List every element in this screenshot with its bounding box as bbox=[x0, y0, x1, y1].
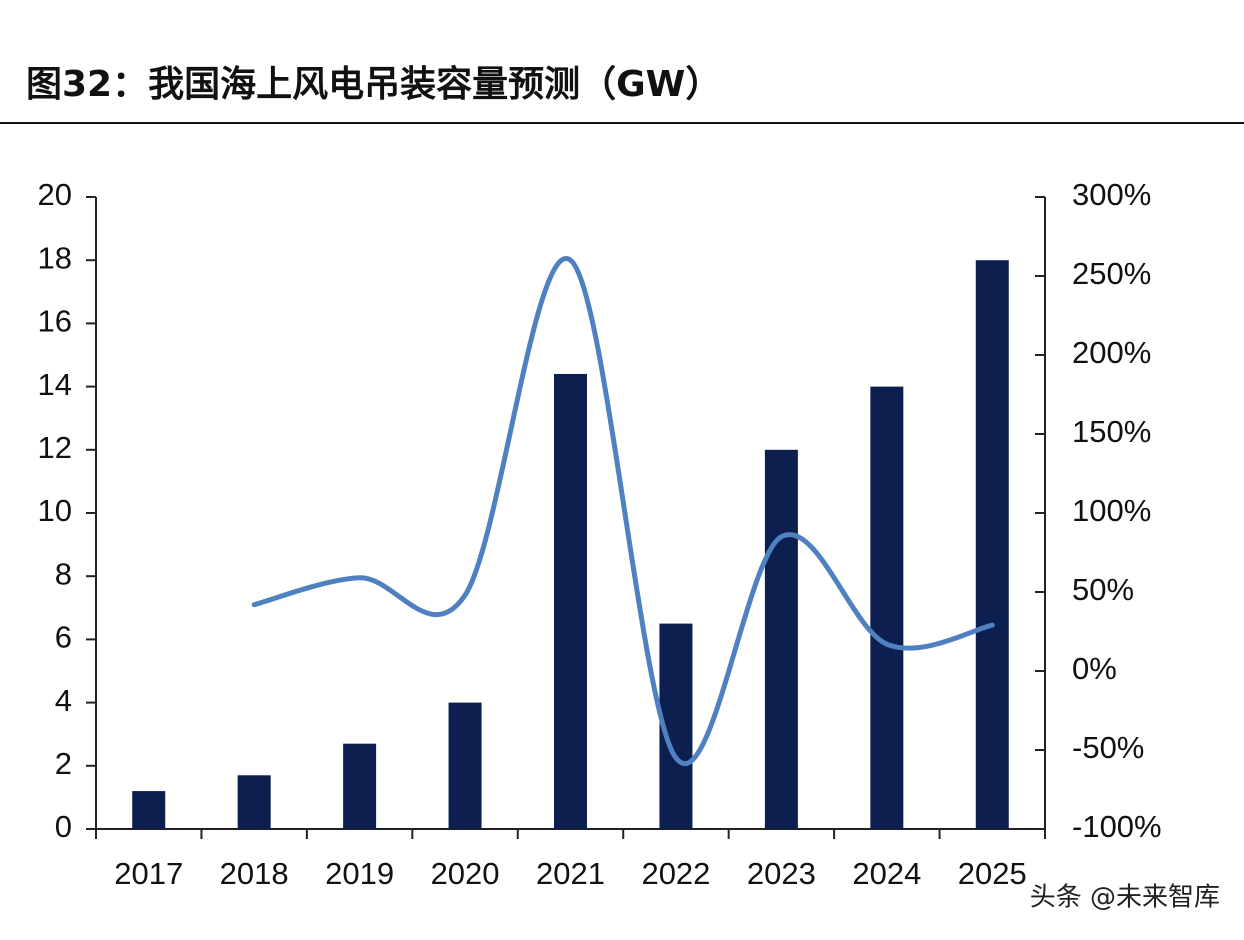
y-tick-label: 12 bbox=[38, 430, 72, 465]
bar bbox=[554, 373, 587, 829]
chart-title: 图32：我国海上风电吊装容量预测（GW） bbox=[26, 64, 721, 105]
bar bbox=[764, 449, 798, 829]
y2-tick-label: 250% bbox=[1072, 256, 1151, 291]
bar bbox=[448, 702, 482, 829]
x-tick-label: 2022 bbox=[641, 856, 710, 891]
y2-tick-label: -50% bbox=[1072, 730, 1144, 765]
bar bbox=[975, 260, 1009, 829]
y-tick-label: 14 bbox=[38, 367, 72, 402]
y-tick-label: 10 bbox=[38, 493, 72, 528]
bar bbox=[343, 743, 377, 829]
y-tick-label: 4 bbox=[55, 683, 72, 718]
x-tick-label: 2021 bbox=[536, 856, 605, 891]
y2-tick-label: 100% bbox=[1072, 493, 1151, 528]
x-tick-label: 2019 bbox=[325, 856, 394, 891]
x-tick-label: 2023 bbox=[747, 856, 816, 891]
x-tick-label: 2024 bbox=[852, 856, 921, 891]
y2-tick-label: 200% bbox=[1072, 335, 1151, 370]
y-tick-label: 18 bbox=[38, 240, 72, 275]
y-tick-label: 20 bbox=[38, 177, 72, 212]
y-tick-label: 16 bbox=[38, 304, 72, 339]
line bbox=[251, 256, 995, 766]
x-tick-label: 2018 bbox=[220, 856, 289, 891]
y-tick-label: 8 bbox=[55, 556, 72, 591]
watermark: 头条 @未来智库 bbox=[1030, 883, 1220, 913]
bar bbox=[237, 775, 271, 829]
x-tick-label: 2017 bbox=[114, 856, 183, 891]
x-tick-label: 2020 bbox=[431, 856, 500, 891]
y-tick-label: 6 bbox=[55, 620, 72, 655]
y2-tick-label: 0% bbox=[1072, 651, 1117, 686]
y2-tick-label: -100% bbox=[1072, 809, 1162, 844]
y-tick-label: 2 bbox=[55, 746, 72, 781]
x-tick-label: 2025 bbox=[958, 856, 1027, 891]
y2-tick-label: 50% bbox=[1072, 572, 1134, 607]
y2-tick-label: 300% bbox=[1072, 177, 1151, 212]
bar bbox=[132, 791, 166, 829]
y2-tick-label: 150% bbox=[1072, 414, 1151, 449]
bar bbox=[870, 386, 904, 829]
y-tick-label: 0 bbox=[55, 809, 72, 844]
